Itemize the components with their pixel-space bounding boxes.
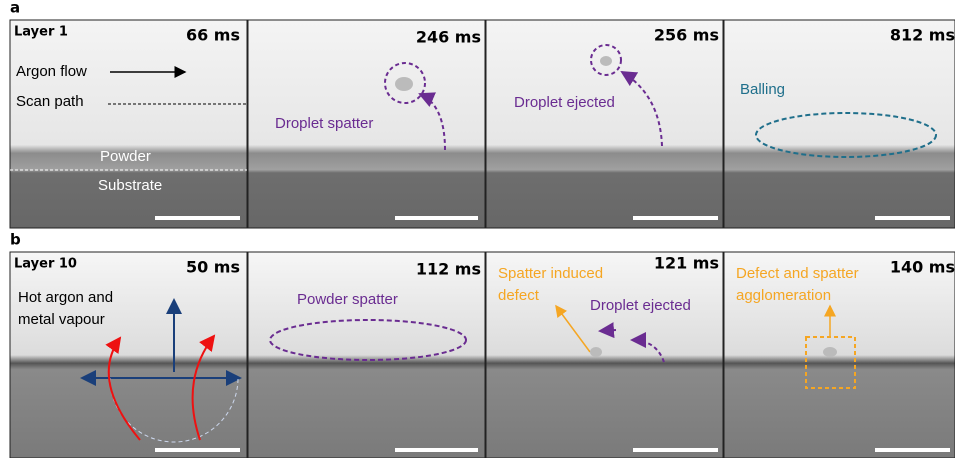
time-label: 112 ms [416,260,481,279]
annotation: Droplet ejected [590,297,691,314]
frames [10,20,955,458]
droplet [600,56,612,66]
time-label: 140 ms [890,258,955,277]
droplet [395,77,413,91]
panel-label: a [10,0,20,17]
annotation: Droplet spatter [275,115,373,132]
annotation: Argon flow [16,63,87,80]
panel-label: b [10,231,21,249]
annotation: Powder spatter [297,291,398,308]
annotation: Powder [100,148,151,165]
scale-bar [395,448,478,452]
scale-bar [155,448,240,452]
layer-label: Layer 10 [14,257,77,272]
annotation: Droplet ejected [514,94,615,111]
frame [248,252,485,458]
scale-bar [875,448,950,452]
frame [486,252,723,458]
time-label: 812 ms [890,26,955,45]
annotation: defect [498,287,540,304]
annotation: Scan path [16,93,84,110]
frame [724,20,955,228]
annotation: Defect and spatter [736,265,859,282]
frame [10,252,247,458]
scale-bar [875,216,950,220]
annotation: Balling [740,81,785,98]
time-label: 256 ms [654,26,719,45]
frame [10,20,247,228]
scale-bar [395,216,478,220]
annotation: Substrate [98,177,162,194]
annotation: Spatter induced [498,265,603,282]
time-label: 50 ms [186,258,240,277]
annotation: metal vapour [18,311,105,328]
time-label: 246 ms [416,28,481,47]
frame [486,20,723,228]
time-label: 121 ms [654,254,719,273]
time-label: 66 ms [186,26,240,45]
annotation: Hot argon and [18,289,113,306]
defect [823,347,837,357]
annotation: agglomeration [736,287,831,304]
frame [724,252,955,458]
scale-bar [633,216,718,220]
scale-bar [633,448,718,452]
scale-bar [155,216,240,220]
layer-label: Layer 1 [14,25,68,40]
droplet [590,347,602,357]
figure: a b Layer 1 66 ms 246 ms 256 ms 812 ms L… [0,0,955,458]
